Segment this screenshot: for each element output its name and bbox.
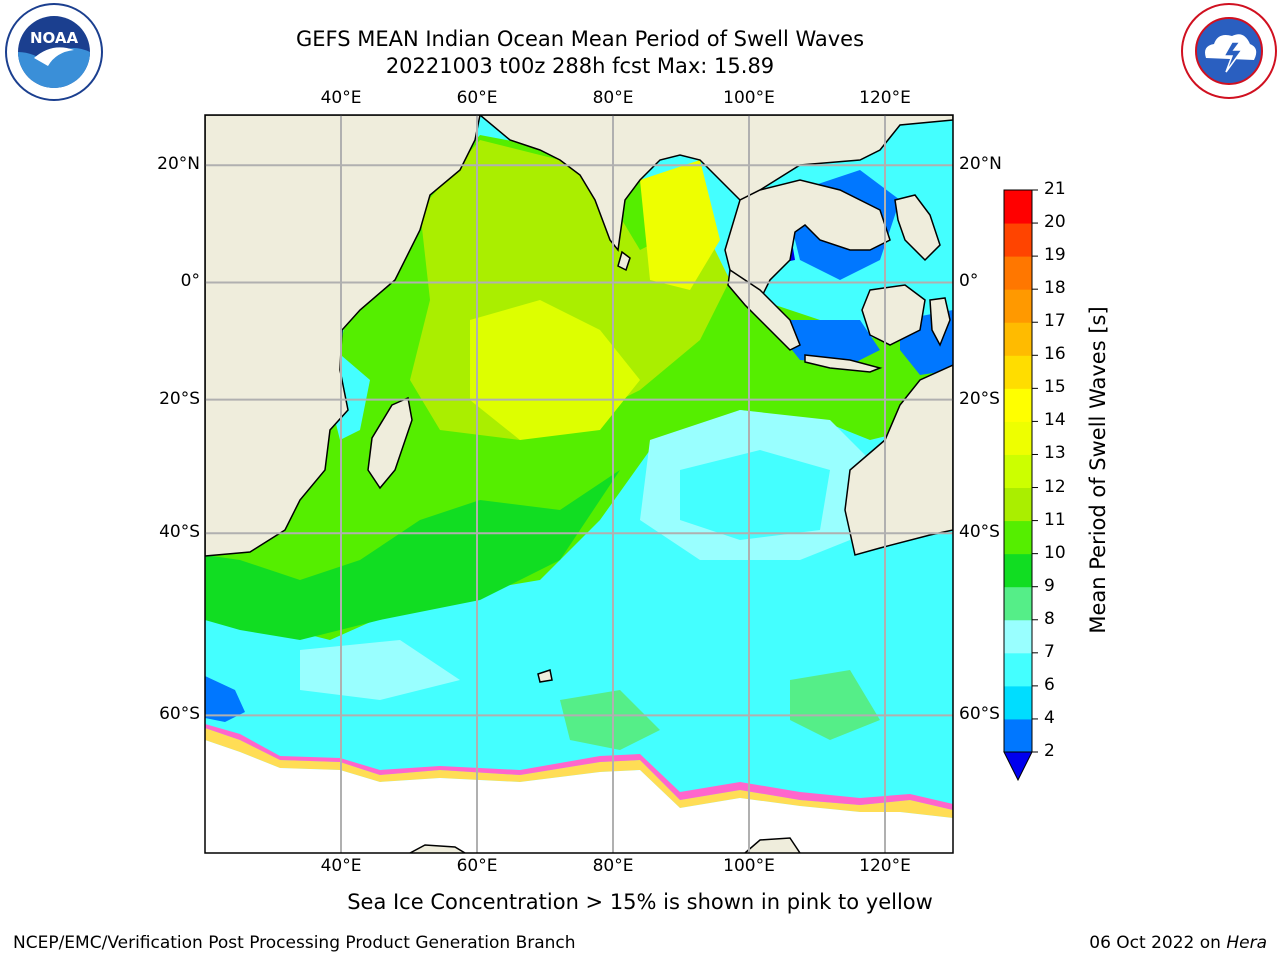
lat-tick-left--20: 20°S: [159, 388, 200, 409]
lon-tick-bottom-60: 60°E: [456, 856, 498, 876]
swell-region-yellow-east: [640, 160, 720, 290]
footer-credit: NCEP/EMC/Verification Post Processing Pr…: [13, 933, 576, 953]
colorbar-label-10: 10: [1044, 542, 1066, 563]
sea-ice-band-pink: [205, 724, 953, 810]
nws-logo: [1181, 3, 1277, 99]
land-sumatra: [727, 268, 801, 351]
swell-region-greenpatches-south2: [790, 670, 880, 740]
lat-tick-right--60: 60°S: [959, 704, 1000, 725]
colorbar-label-19: 19: [1044, 245, 1066, 266]
footer-date-text: 06 Oct 2022 on: [1089, 933, 1227, 953]
lon-tick-bottom-40: 40°E: [320, 856, 362, 876]
swell-region-cyan-east: [680, 450, 830, 540]
lat-tick-left--40: 40°S: [159, 522, 200, 543]
sea-ice-band-yellow: [205, 728, 953, 818]
lon-tick-bottom-80: 80°E: [592, 856, 634, 876]
colorbar-label-6: 6: [1044, 674, 1055, 695]
land-philippines: [894, 194, 941, 262]
colorbar-segment: [1004, 718, 1032, 753]
colorbar-label-8: 8: [1044, 608, 1055, 629]
colorbar-segment: [1004, 619, 1032, 654]
swell-region-bluepatch-sw: [205, 676, 245, 722]
lat-tick-left-20: 20°N: [157, 154, 200, 175]
land-java: [804, 354, 883, 373]
colorbar-label-12: 12: [1044, 476, 1066, 497]
colorbar-segment: [1004, 586, 1032, 621]
lat-tick-left-0: 0°: [180, 271, 200, 292]
colorbar-segment: [1004, 256, 1032, 290]
land-sri-lanka: [617, 250, 631, 272]
colorbar-label-16: 16: [1044, 344, 1066, 365]
lat-tick-left--60: 60°S: [159, 704, 200, 725]
colorbar-segment: [1004, 553, 1032, 588]
lat-tick-right-20: 20°N: [959, 154, 1002, 175]
lon-tick-top-60: 60°E: [456, 88, 498, 108]
swell-region-cyan-south: [205, 560, 953, 800]
chart-subtitle: 20221003 t00z 288h fcst Max: 15.89: [385, 54, 775, 78]
land-kerguelen: [537, 669, 553, 683]
chart-title: GEFS MEAN Indian Ocean Mean Period of Sw…: [295, 27, 865, 51]
colorbar-title: Mean Period of Swell Waves [s]: [1086, 306, 1110, 634]
lon-tick-bottom-100: 100°E: [723, 856, 775, 876]
colorbar-label-21: 21: [1044, 179, 1066, 199]
land-sulawesi: [929, 297, 951, 347]
colorbar-label-4: 4: [1044, 707, 1055, 728]
swell-region-midgreen: [205, 470, 620, 640]
colorbar-segment: [1004, 388, 1032, 422]
colorbar-segment: [1004, 520, 1032, 555]
colorbar-segment: [1004, 454, 1032, 489]
land-antarctica-coast: [409, 837, 801, 853]
land-antarctica: [205, 740, 953, 853]
colorbar-segment: [1004, 223, 1032, 257]
colorbar-label-7: 7: [1044, 641, 1055, 662]
lat-tick-right--20: 20°S: [959, 388, 1000, 409]
footer-date: 06 Oct 2022 on Hera: [1089, 933, 1267, 953]
colorbar-label-9: 9: [1044, 575, 1055, 596]
land-borneo: [861, 284, 926, 346]
colorbar-label-13: 13: [1044, 443, 1066, 464]
colorbar-label-2: 2: [1044, 741, 1055, 761]
colorbar-segment: [1004, 322, 1032, 356]
lon-tick-top-40: 40°E: [320, 88, 362, 108]
colorbar-label-20: 20: [1044, 212, 1066, 233]
colorbar-under-arrow: [1003, 751, 1033, 782]
colorbar-segment: [1004, 421, 1032, 455]
colorbar: [1003, 189, 1038, 782]
swell-region-yellow: [470, 300, 640, 440]
colorbar-label-14: 14: [1044, 410, 1066, 431]
colorbar-label-17: 17: [1044, 311, 1066, 332]
lon-tick-bottom-120: 120°E: [859, 856, 911, 876]
lon-tick-top-100: 100°E: [723, 88, 775, 108]
map-frame: [204, 114, 954, 854]
swell-region-greenpatches-south: [560, 690, 660, 750]
lat-tick-right-0: 0°: [959, 271, 979, 292]
sea-ice-caption: Sea Ice Concentration > 15% is shown in …: [0, 890, 1280, 914]
colorbar-label-11: 11: [1044, 509, 1066, 530]
colorbar-segment: [1004, 487, 1032, 522]
colorbar-segment: [1004, 685, 1032, 720]
lon-tick-top-80: 80°E: [592, 88, 634, 108]
footer-host: Hera: [1226, 933, 1267, 953]
sea-ice-caption-text: Sea Ice Concentration > 15% is shown in …: [347, 890, 933, 914]
noaa-logo: NOAA: [5, 3, 103, 101]
colorbar-frame: [1003, 189, 1033, 753]
colorbar-segment: [1004, 652, 1032, 687]
lon-tick-top-120: 120°E: [859, 88, 911, 108]
colorbar-label-18: 18: [1044, 278, 1066, 299]
colorbar-label-15: 15: [1044, 377, 1066, 398]
colorbar-segment: [1004, 190, 1032, 224]
swell-region-java-sea: [788, 320, 880, 365]
land-madagascar: [367, 396, 413, 490]
lat-tick-right--40: 40°S: [959, 522, 1000, 543]
noaa-logo-text: NOAA: [30, 29, 79, 47]
land-india: [478, 115, 953, 252]
colorbar-segment: [1004, 289, 1032, 323]
colorbar-segment: [1004, 355, 1032, 389]
